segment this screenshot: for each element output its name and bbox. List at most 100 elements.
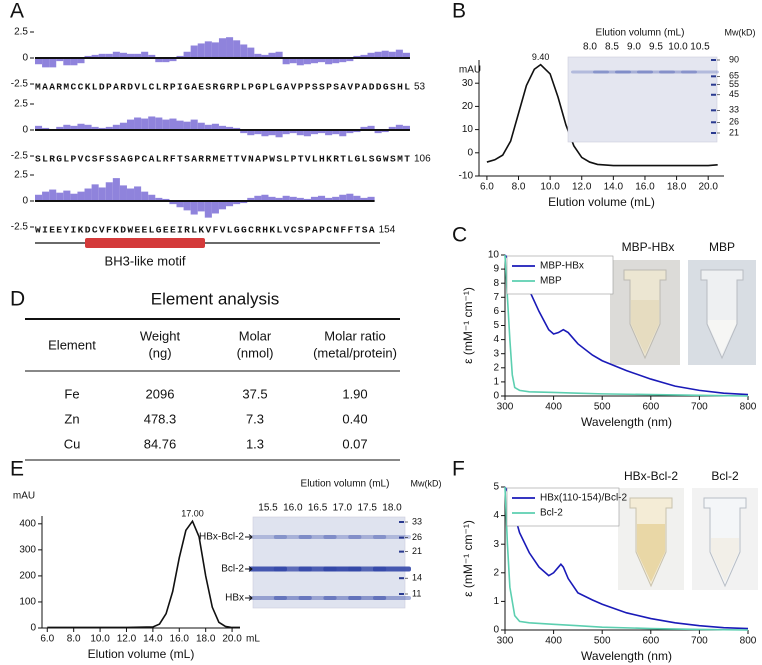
table-header: (ng) — [148, 345, 171, 360]
x-tick-label: 300 — [497, 636, 514, 647]
bar — [268, 196, 276, 201]
bar — [169, 201, 177, 205]
table-header: Molar — [239, 328, 272, 343]
bar — [84, 55, 92, 58]
bar — [190, 45, 198, 58]
y-axis-title: ε (mM⁻¹ cm⁻¹) — [461, 287, 475, 364]
lane-label: 10.5 — [690, 42, 710, 53]
marker-label: 21 — [729, 127, 739, 137]
gel-band — [637, 70, 675, 74]
bar — [254, 195, 262, 201]
lane-label: 15.5 — [258, 503, 278, 514]
marker-label: 65 — [729, 71, 739, 81]
table-title: Element analysis — [151, 289, 280, 308]
panel-letter: C — [452, 224, 467, 247]
y-tick-label: 2.5 — [14, 27, 28, 38]
bar — [126, 188, 135, 201]
y-axis-title: mAU — [459, 65, 481, 76]
bar — [296, 58, 304, 66]
table-cell: Cu — [64, 436, 81, 451]
bar — [204, 201, 212, 218]
tube-photo — [610, 260, 680, 365]
y-tick-label: 0 — [467, 147, 473, 158]
bar — [325, 197, 333, 201]
table-header: Weight — [140, 328, 181, 343]
bar — [141, 191, 149, 201]
bar — [176, 55, 184, 58]
x-tick-label: 700 — [691, 636, 708, 647]
x-axis-title: Wavelength (nm) — [581, 649, 672, 663]
y-tick-label: 0 — [493, 391, 499, 402]
bar — [176, 120, 184, 130]
gel-band — [571, 70, 609, 74]
gel-title: Elution volumn (mL) — [301, 479, 390, 490]
ladder-band — [399, 577, 404, 580]
bar — [155, 117, 163, 130]
y-tick-label: 10 — [488, 250, 500, 261]
gel-band — [323, 535, 362, 539]
sequence: MAARMCCKLDPARDVLCLRPIGAESRGRPLPGPLGAVPPS… — [35, 82, 410, 93]
residue-number: 154 — [379, 225, 396, 236]
bar — [70, 58, 78, 66]
y-tick-label: 200 — [19, 571, 36, 582]
bar — [77, 58, 85, 64]
bar — [134, 117, 142, 130]
bar — [303, 130, 311, 137]
bar — [211, 201, 219, 214]
bar — [233, 40, 241, 58]
bar — [268, 52, 276, 58]
table-cell: Fe — [64, 386, 79, 401]
bar — [289, 196, 297, 201]
bar — [218, 125, 227, 130]
y-tick-label: 3 — [493, 539, 499, 550]
x-tick-label: 18.0 — [667, 182, 687, 193]
table-cell: 7.3 — [246, 411, 264, 426]
bar — [70, 193, 78, 201]
marker-label: 45 — [729, 89, 739, 99]
x-tick-label: 6.0 — [480, 182, 494, 193]
gel-band — [373, 566, 411, 572]
table-header: (metal/protein) — [313, 345, 397, 360]
bar — [197, 43, 205, 58]
lane-label: 18.0 — [382, 503, 402, 514]
ladder-band — [711, 83, 716, 86]
y-tick-label: 20 — [462, 101, 474, 112]
bar — [289, 130, 297, 134]
x-axis-title: Elution volume (mL) — [88, 647, 195, 661]
x-tick-label: 14.0 — [604, 182, 624, 193]
y-tick-label: 5 — [493, 482, 499, 493]
marker-label: 21 — [412, 546, 422, 556]
bar — [70, 125, 78, 130]
y-tick-label: 1 — [493, 596, 499, 607]
lane-label: 9.0 — [627, 42, 641, 53]
bar — [126, 53, 135, 58]
bar — [63, 124, 71, 130]
motif-label: BH3-like motif — [105, 253, 186, 268]
bar — [388, 51, 396, 58]
bar — [190, 119, 198, 130]
bar — [98, 187, 106, 201]
bar — [353, 195, 361, 201]
bar — [148, 116, 156, 130]
table: Element Weight (ng) Molar (nmol) Molar ratio (… — [48, 328, 397, 451]
bar — [112, 178, 120, 201]
bar — [63, 190, 71, 201]
bar — [353, 55, 361, 58]
bar — [183, 51, 191, 58]
bar — [339, 130, 347, 137]
bar — [148, 54, 156, 58]
bar — [346, 130, 354, 134]
legend-label: MBP-HBx — [540, 261, 584, 272]
bar — [35, 58, 43, 65]
bar — [35, 125, 43, 130]
bar — [233, 201, 241, 205]
y-tick-label: 9 — [493, 264, 499, 275]
table-header: Element — [48, 337, 96, 352]
bar — [91, 54, 99, 58]
gel-band — [659, 70, 697, 74]
bar — [296, 197, 304, 201]
y-tick-label: 5 — [493, 320, 499, 331]
bar — [35, 194, 43, 201]
legend-label: HBx(110-154)/Bcl-2 — [540, 493, 628, 504]
x-axis-title: Wavelength (nm) — [581, 415, 672, 429]
